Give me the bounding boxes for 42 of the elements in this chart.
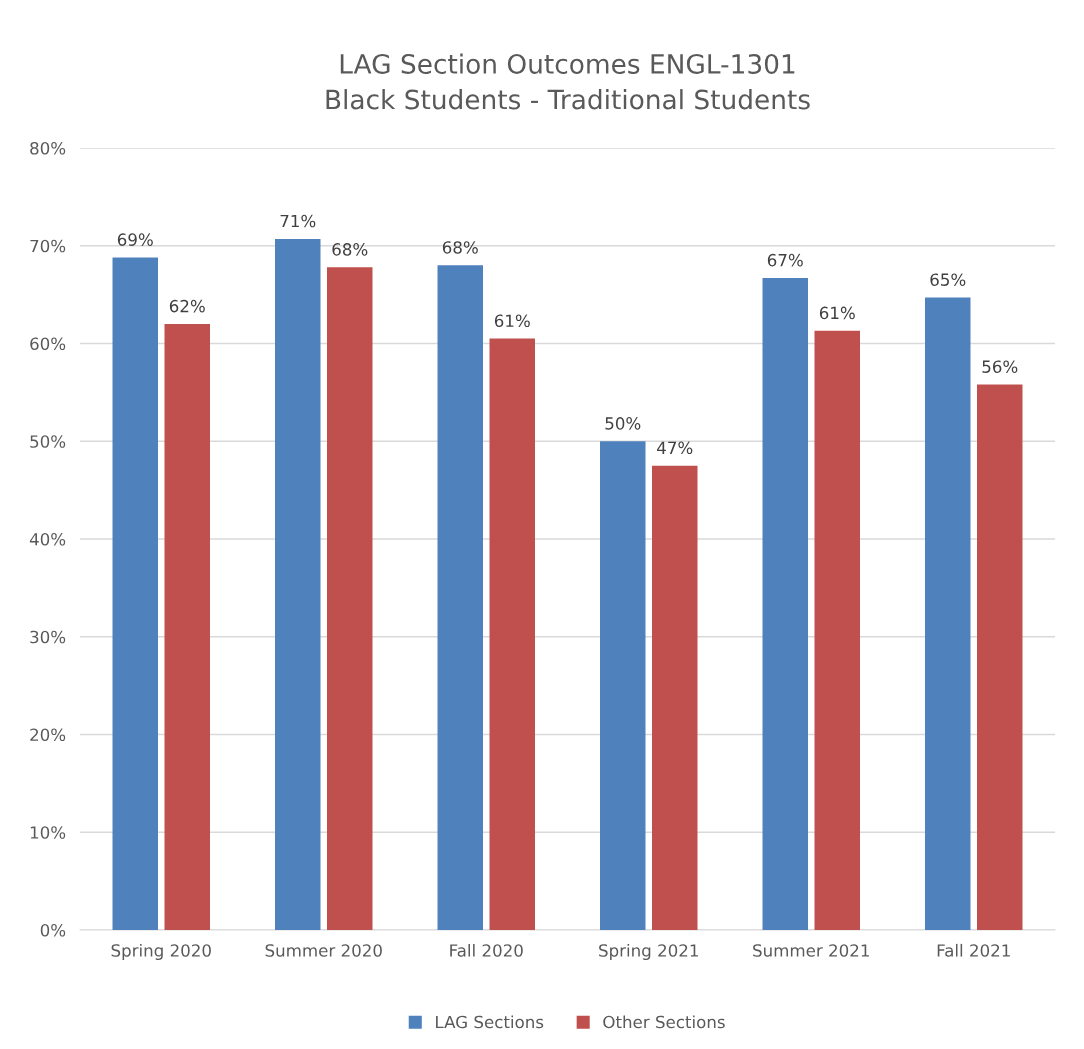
x-tick-label: Spring 2021 — [599, 943, 698, 961]
legend-label: LAG Sections — [436, 1015, 544, 1029]
x-tick-label: Fall 2021 — [937, 943, 1010, 957]
y-tick-label: 0% — [40, 923, 66, 937]
bar — [437, 265, 483, 930]
bar — [600, 441, 646, 930]
y-tick-label: 30% — [30, 630, 66, 644]
data-label: 65% — [930, 273, 966, 286]
bar — [489, 338, 535, 930]
bar — [814, 330, 860, 930]
x-tick-label: Spring 2020 — [111, 943, 211, 961]
bar — [762, 278, 808, 930]
y-tick-label: 40% — [29, 532, 66, 546]
data-label: 69% — [117, 233, 153, 246]
bar — [925, 297, 971, 930]
bar — [327, 267, 373, 930]
bar — [977, 384, 1023, 930]
chart-title: LAG Section Outcomes ENGL-1301 Black Students - Traditional Students — [326, 53, 810, 110]
y-tick-label: 80% — [30, 141, 66, 155]
data-label: 71% — [280, 214, 316, 228]
data-label: 61% — [819, 306, 855, 320]
bar — [652, 465, 698, 930]
data-label: 47% — [657, 441, 693, 455]
data-label: 62% — [169, 299, 205, 313]
y-tick-label: 20% — [30, 728, 66, 742]
data-label: 68% — [332, 243, 368, 256]
bar — [164, 323, 210, 930]
x-tick-label: Fall 2020 — [450, 943, 523, 957]
y-tick-label: 10% — [30, 826, 66, 839]
x-tick-label: Summer 2021 — [753, 944, 869, 957]
data-label: 67% — [767, 253, 803, 267]
y-tick-label: 50% — [30, 435, 66, 448]
y-tick-label: 60% — [30, 337, 66, 351]
data-label: 68% — [442, 241, 478, 254]
y-tick-label: 70% — [30, 239, 66, 253]
data-label: 50% — [605, 417, 641, 430]
legend-label: Other Sections — [603, 1015, 725, 1029]
x-tick-label: Summer 2020 — [265, 944, 382, 957]
bar — [275, 238, 321, 930]
data-label: 56% — [982, 360, 1018, 373]
data-label: 61% — [494, 314, 530, 328]
bar — [112, 257, 158, 930]
